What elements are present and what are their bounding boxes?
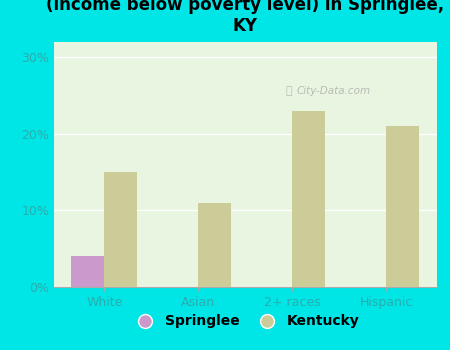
Legend: Springlee, Kentucky: Springlee, Kentucky <box>126 309 365 334</box>
Bar <box>386 126 419 287</box>
Bar <box>104 172 137 287</box>
Title: Breakdown of poor residents within races
(income below poverty level) in Springl: Breakdown of poor residents within races… <box>46 0 444 35</box>
Text: City-Data.com: City-Data.com <box>296 86 370 96</box>
Bar <box>198 203 231 287</box>
Bar <box>292 111 325 287</box>
Bar <box>72 256 104 287</box>
Text: ⓘ: ⓘ <box>286 86 292 96</box>
